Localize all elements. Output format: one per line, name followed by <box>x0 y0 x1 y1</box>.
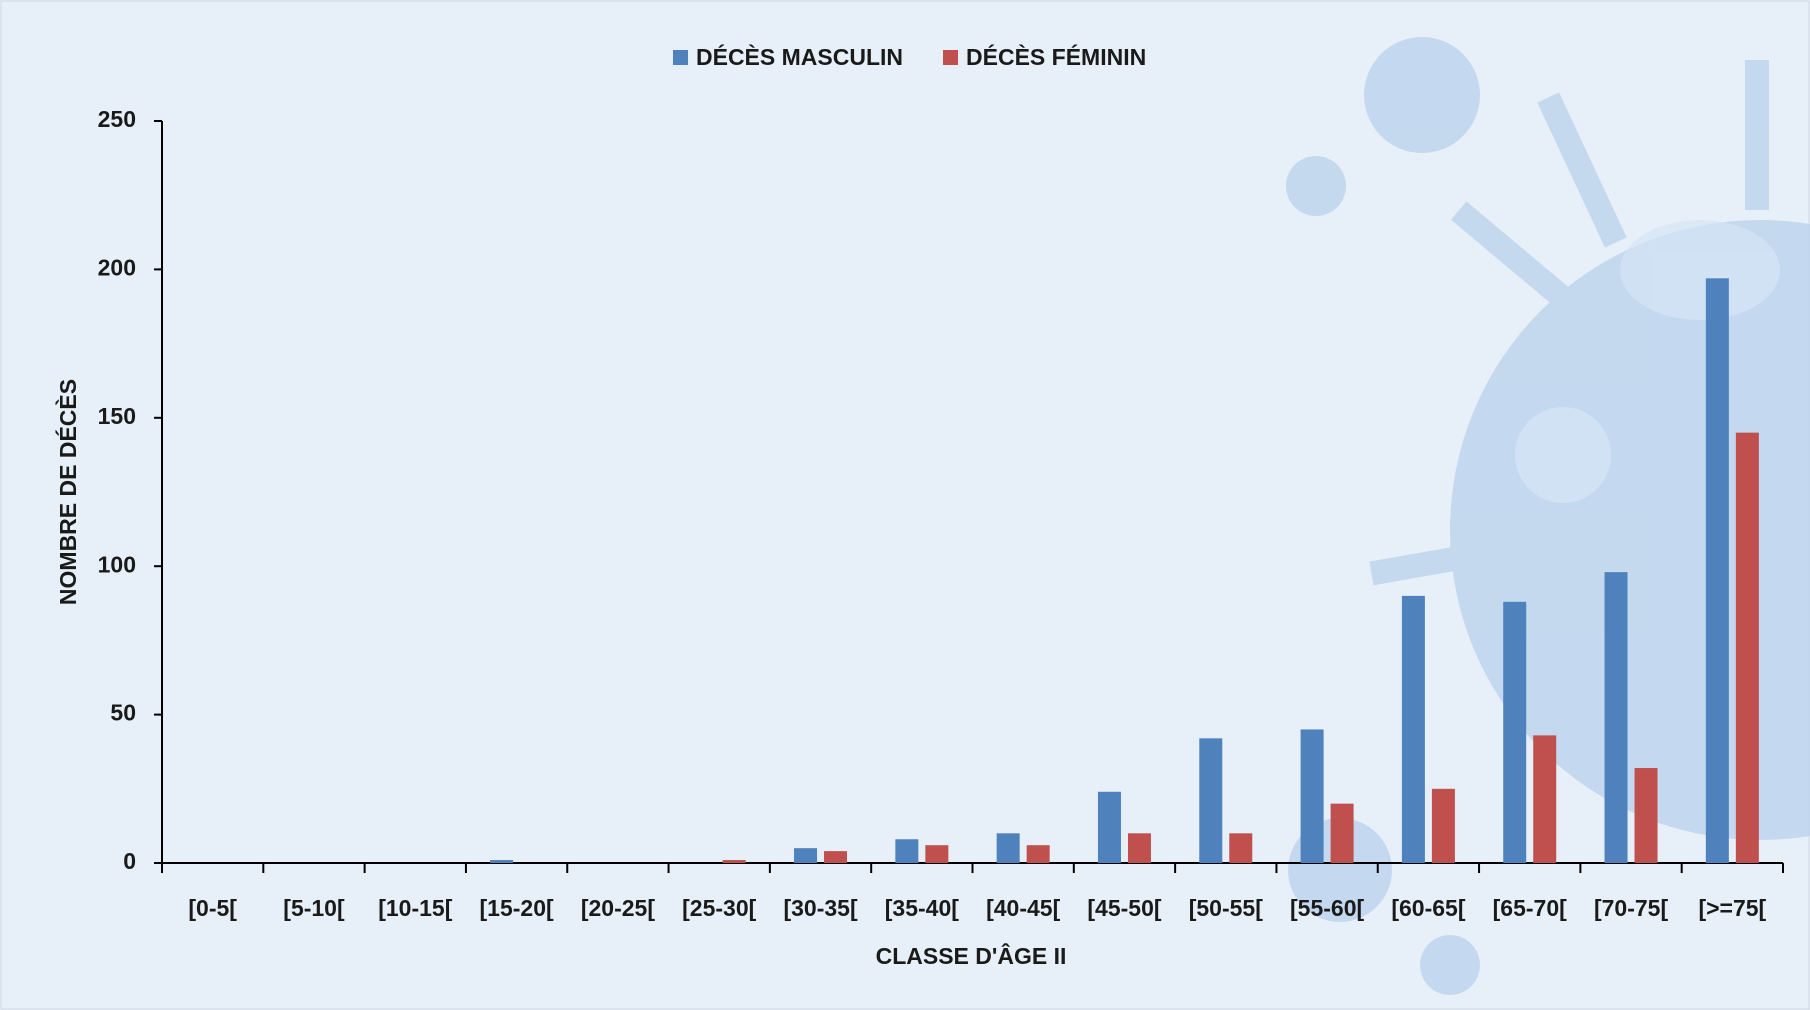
legend-label: DÉCÈS FÉMININ <box>966 43 1146 70</box>
y-tick-label: 100 <box>98 551 136 577</box>
y-tick-label: 50 <box>110 700 136 726</box>
bar <box>1229 833 1253 863</box>
bar <box>1604 572 1628 863</box>
bar <box>1705 278 1729 864</box>
decoration <box>1515 220 1780 503</box>
legend-swatch <box>673 50 688 65</box>
y-tick-label: 150 <box>98 403 136 429</box>
x-tick-label: [35-40[ <box>885 895 959 921</box>
bar <box>1533 735 1557 863</box>
y-tick-label: 0 <box>123 848 136 874</box>
legend-swatch <box>943 50 959 65</box>
bar <box>1401 595 1425 863</box>
bar <box>996 833 1020 863</box>
bar <box>1026 845 1050 863</box>
y-tick-label: 200 <box>98 254 136 280</box>
x-tick-label: [45-50[ <box>1087 895 1161 921</box>
x-axis-label: CLASSE D'ÂGE II <box>876 942 1067 969</box>
x-tick-label: [50-55[ <box>1189 895 1263 921</box>
bar <box>1503 601 1527 863</box>
bar <box>925 845 949 863</box>
x-tick-label: [0-5[ <box>188 895 237 921</box>
bar <box>1431 788 1455 863</box>
x-tick-label: [10-15[ <box>378 895 452 921</box>
x-tick-label: [15-20[ <box>480 895 554 921</box>
bar <box>1330 803 1354 863</box>
x-tick-label: [40-45[ <box>986 895 1060 921</box>
x-tick-label: [55-60[ <box>1290 895 1364 921</box>
y-tick-label: 250 <box>98 106 136 132</box>
bar <box>895 839 919 863</box>
bar <box>794 848 818 863</box>
y-axis-label: NOMBRE DE DÉCÈS <box>54 379 81 605</box>
x-tick-label: [60-65[ <box>1391 895 1465 921</box>
bar <box>824 851 848 863</box>
bar <box>722 860 746 863</box>
x-tick-label: [70-75[ <box>1594 895 1668 921</box>
bar <box>1735 432 1759 863</box>
legend: DÉCÈS MASCULIN DÉCÈS FÉMININ <box>673 43 1146 70</box>
bar <box>1199 738 1223 863</box>
bar <box>1097 791 1121 863</box>
bar <box>1634 768 1658 863</box>
x-tick-label: [>=75[ <box>1698 895 1766 921</box>
x-tick-label: [5-10[ <box>283 895 345 921</box>
legend-label: DÉCÈS MASCULIN <box>696 43 903 70</box>
x-tick-label: [20-25[ <box>581 895 655 921</box>
bar <box>1300 729 1324 863</box>
x-tick-label: [30-35[ <box>783 895 857 921</box>
x-tick-label: [25-30[ <box>682 895 756 921</box>
x-tick-label: [65-70[ <box>1493 895 1567 921</box>
bar <box>1127 833 1151 863</box>
bar <box>490 860 514 863</box>
